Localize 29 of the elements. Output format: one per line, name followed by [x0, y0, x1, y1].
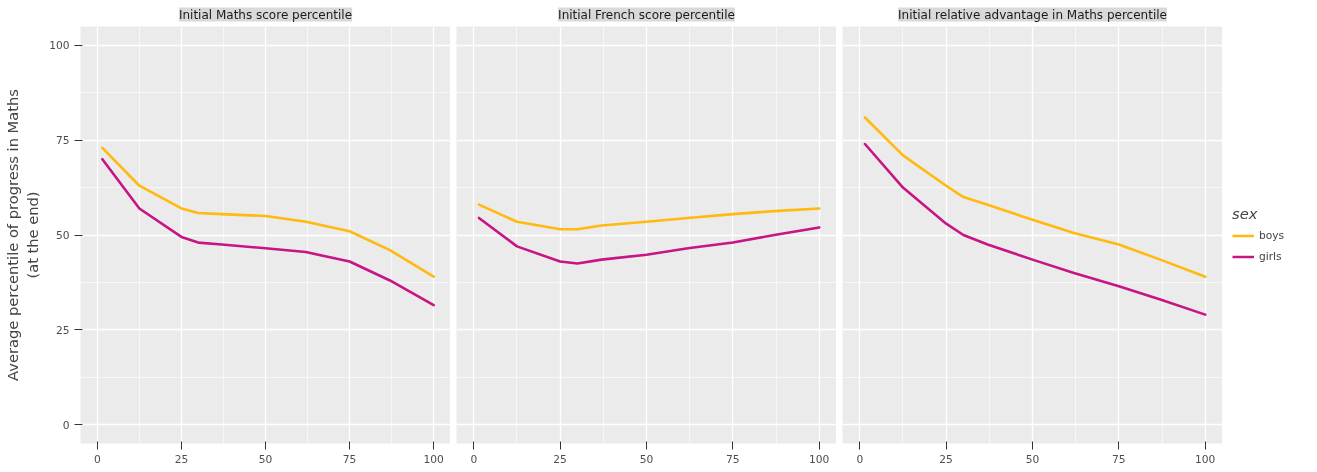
chart-title: Initial relative advantage in Maths percentile — [898, 7, 1167, 22]
x-tick-label: 25 — [553, 452, 567, 466]
x-tick-label: 100 — [809, 452, 830, 466]
x-tick-label: 100 — [423, 452, 445, 466]
y-tick-label: 50 — [55, 229, 70, 242]
x-tick-label: 25 — [939, 452, 953, 466]
x-tick-label: 100 — [1195, 452, 1216, 466]
y-tick-label: 100 — [49, 39, 70, 53]
y-tick-label: 0 — [62, 418, 70, 432]
x-tick-label: 0 — [470, 452, 478, 466]
y-tick-label: 25 — [55, 323, 70, 337]
x-tick-label: 50 — [639, 452, 654, 466]
x-tick-label: 0 — [93, 452, 101, 466]
legend-title: sex — [1232, 204, 1259, 221]
x-tick-label: 75 — [342, 452, 357, 466]
x-tick-label: 25 — [174, 452, 189, 466]
y-tick-label: 75 — [55, 134, 70, 148]
line-series — [101, 157, 435, 307]
x-tick-label: 75 — [1112, 452, 1126, 466]
line-series — [101, 146, 435, 278]
legend-label: boys — [1259, 228, 1285, 242]
x-tick-label: 75 — [726, 452, 740, 466]
x-tick-label: 50 — [1025, 452, 1040, 466]
chart-title: Initial French score percentile — [558, 7, 735, 22]
chart-title: Initial Maths score percentile — [178, 7, 353, 22]
y-axis-title: Average percentile of progress in Maths (at the end) — [3, 89, 42, 381]
x-tick-label: 0 — [856, 452, 864, 466]
x-tick-label: 50 — [258, 452, 273, 466]
legend-label: girls — [1259, 249, 1282, 263]
